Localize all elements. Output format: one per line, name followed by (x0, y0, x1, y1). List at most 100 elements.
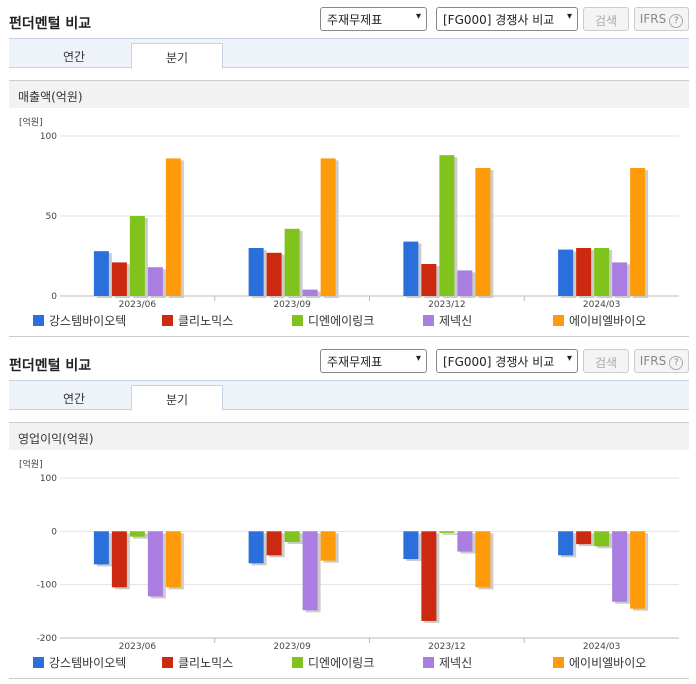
section-title: 영업이익(억원) (9, 422, 689, 450)
bar-chart: [억원] 0 50 100 2023/06 2023/09 2023/12 2024/03 (9, 110, 689, 312)
bar (457, 270, 473, 296)
legend-item: 제넥신 (423, 654, 472, 671)
bar (302, 531, 318, 611)
bar (630, 531, 646, 609)
y-tick-label: 100 (40, 132, 57, 142)
search-button[interactable]: 검색 (583, 7, 629, 31)
x-tick-label: 2023/09 (273, 642, 311, 650)
comparison-group-value: [FG000] 경쟁사 비교 (443, 355, 555, 369)
ifrs-label: IFRS (639, 354, 667, 368)
bar (147, 531, 163, 597)
bar (320, 158, 336, 296)
legend-swatch (423, 657, 434, 668)
x-tick-label: 2023/12 (428, 300, 465, 308)
bar (129, 216, 145, 296)
chevron-down-icon: ▾ (415, 353, 421, 364)
bar (147, 267, 163, 296)
bar (439, 155, 455, 296)
bar (421, 264, 437, 296)
legend-label: 클리노믹스 (178, 656, 234, 670)
comparison-group-select[interactable]: [FG000] 경쟁사 비교 ▾ (436, 7, 578, 31)
legend-label: 강스템바이오텍 (49, 314, 127, 328)
legend-swatch (553, 315, 564, 326)
legend-item: 강스템바이오텍 (33, 654, 126, 671)
legend-item: 에이비엘바이오 (553, 654, 646, 671)
fundamental-panel-operating-profit: 펀더멘털 비교 주재무제표 ▾ [FG000] 경쟁사 비교 ▾ 검색 IFRS? 연간 분기 영… (0, 342, 696, 684)
bar-chart: [억원] -200 -100 0 100 2023/06 2023/09 2023/12 202… (9, 452, 689, 654)
bar (612, 531, 628, 602)
comparison-group-select[interactable]: [FG000] 경쟁사 비교 ▾ (436, 349, 578, 373)
unit-label: [억원] (19, 116, 43, 128)
legend-item: 강스템바이오텍 (33, 312, 126, 329)
legend-swatch (553, 657, 564, 668)
chart-legend: 강스템바이오텍 클리노믹스 디엔에이링크 제넥신 에이비엘바이오 (9, 652, 689, 672)
bar (266, 531, 282, 556)
bar (576, 248, 592, 296)
y-tick-label: 0 (51, 292, 57, 302)
y-tick-label: -200 (37, 634, 58, 644)
help-circle-icon: ? (669, 14, 684, 28)
tab-annual[interactable]: 연간 (62, 50, 86, 64)
legend-swatch (292, 315, 303, 326)
legend-item: 에이비엘바이오 (553, 312, 646, 329)
x-tick-label: 2024/03 (583, 300, 620, 308)
x-tick-label: 2023/06 (119, 642, 157, 650)
bar (165, 158, 181, 296)
bar-shadow (442, 533, 458, 535)
bar (284, 531, 300, 542)
bar (558, 249, 574, 296)
bar (558, 531, 574, 556)
tab-quarterly[interactable]: 분기 (131, 43, 223, 69)
ifrs-button[interactable]: IFRS? (634, 349, 689, 373)
y-tick-label: 50 (46, 212, 58, 222)
y-tick-label: 100 (40, 474, 57, 484)
bar (439, 531, 455, 533)
tab-annual[interactable]: 연간 (62, 392, 86, 406)
panel-title: 펀더멘털 비교 (9, 16, 92, 32)
search-button[interactable]: 검색 (583, 349, 629, 373)
period-tabs: 연간 분기 (9, 380, 689, 411)
bar (302, 289, 318, 296)
comparison-group-value: [FG000] 경쟁사 비교 (443, 13, 555, 27)
bar (475, 531, 491, 588)
legend-label: 디엔에이링크 (308, 656, 375, 670)
panel-title: 펀더멘털 비교 (9, 358, 92, 374)
legend-swatch (162, 315, 173, 326)
legend-label: 제넥신 (439, 314, 473, 328)
bar-chart-svg: [억원] -200 -100 0 100 2023/06 2023/09 2023/12 202… (19, 458, 679, 652)
bar (612, 262, 628, 296)
chevron-down-icon: ▾ (566, 11, 572, 22)
section-title: 매출액(억원) (9, 80, 689, 108)
bar (403, 531, 419, 560)
x-tick-label: 2024/03 (583, 642, 620, 650)
panel-divider (9, 678, 689, 679)
bar-chart-svg: [억원] 0 50 100 2023/06 2023/09 2023/12 2024/03 (19, 116, 679, 310)
legend-item: 디엔에이링크 (292, 312, 374, 329)
x-tick-label: 2023/12 (428, 642, 465, 650)
legend-item: 디엔에이링크 (292, 654, 374, 671)
y-tick-label: -100 (37, 581, 58, 591)
bar (129, 531, 145, 537)
ifrs-button[interactable]: IFRS? (634, 7, 689, 31)
legend-swatch (33, 657, 44, 668)
legend-label: 에이비엘바이오 (569, 656, 647, 670)
chart-legend: 강스템바이오텍 클리노믹스 디엔에이링크 제넥신 에이비엘바이오 (9, 310, 689, 330)
legend-label: 강스템바이오텍 (49, 656, 127, 670)
bar (111, 531, 127, 588)
legend-label: 클리노믹스 (178, 314, 234, 328)
legend-label: 에이비엘바이오 (569, 314, 647, 328)
legend-item: 클리노믹스 (162, 312, 233, 329)
help-circle-icon: ? (669, 356, 684, 370)
legend-label: 제넥신 (439, 656, 473, 670)
bar (93, 251, 109, 296)
statement-type-select[interactable]: 주재무제표 ▾ (320, 349, 427, 373)
bar (421, 531, 437, 621)
y-tick-label: 0 (51, 527, 57, 537)
tab-quarterly[interactable]: 분기 (131, 385, 223, 411)
bar (284, 228, 300, 296)
chevron-down-icon: ▾ (566, 353, 572, 364)
bar (320, 531, 336, 561)
bar (594, 248, 610, 296)
statement-type-select[interactable]: 주재무제표 ▾ (320, 7, 427, 31)
legend-swatch (33, 315, 44, 326)
